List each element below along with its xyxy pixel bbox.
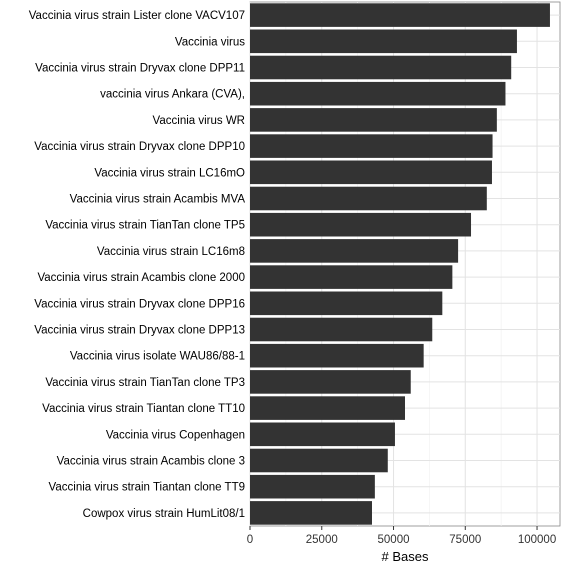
bar — [250, 448, 388, 473]
bar — [250, 212, 472, 237]
category-label: Vaccinia virus strain LC16mO — [94, 167, 245, 179]
category-label: Vaccinia virus strain Dryvax clone DPP10 — [34, 141, 245, 153]
bar — [250, 343, 424, 368]
bar — [250, 134, 493, 158]
category-label: Cowpox virus strain HumLit08/1 — [83, 508, 245, 520]
chart-panel — [249, 1, 561, 527]
category-labels: Vaccinia virus strain Lister clone VACV1… — [29, 10, 246, 520]
bar — [250, 55, 512, 80]
category-label: Vaccinia virus strain Acambis MVA — [70, 194, 246, 206]
x-tick-label: 25000 — [306, 534, 338, 546]
bar — [250, 81, 506, 106]
bar — [250, 3, 550, 27]
bar — [250, 108, 497, 132]
category-label: Vaccinia virus strain Lister clone VACV1… — [29, 10, 245, 22]
bar — [250, 422, 395, 447]
category-label: vaccinia virus Ankara (CVA), — [100, 89, 245, 101]
category-label: Vaccinia virus WR — [153, 115, 245, 127]
bar-layer — [250, 3, 550, 525]
category-label: Vaccinia virus strain Dryvax clone DPP16 — [34, 298, 245, 310]
bar — [250, 239, 459, 263]
bar — [250, 186, 487, 211]
category-label: Vaccinia virus strain LC16m8 — [97, 246, 245, 258]
category-label: Vaccinia virus strain TianTan clone TP5 — [45, 220, 245, 232]
bar — [250, 317, 433, 342]
x-tick-label: 100000 — [518, 534, 556, 546]
bar — [250, 160, 492, 185]
bar — [250, 29, 517, 54]
category-label: Vaccinia virus — [175, 36, 245, 48]
category-label: Vaccinia virus Copenhagen — [106, 429, 245, 441]
category-label: Vaccinia virus isolate WAU86/88-1 — [70, 351, 245, 363]
category-label: Vaccinia virus strain Dryvax clone DPP13 — [34, 325, 245, 337]
x-axis-ticks: 0 25000 50000 75000 100000 — [247, 526, 556, 546]
x-tick-label: 50000 — [378, 534, 410, 546]
category-label: Vaccinia virus strain Acambis clone 3 — [57, 456, 245, 468]
bar — [250, 291, 443, 316]
bar — [250, 396, 405, 420]
bar — [250, 265, 453, 289]
x-axis-title: # Bases — [382, 549, 429, 564]
category-label: Vaccinia virus strain Acambis clone 2000 — [37, 272, 245, 284]
x-tick-label: 75000 — [449, 534, 481, 546]
bar — [250, 370, 411, 394]
category-label: Vaccinia virus strain TianTan clone TP3 — [45, 377, 245, 389]
bar — [250, 474, 375, 499]
x-tick-label: 0 — [247, 534, 253, 546]
category-label: Vaccinia virus strain Tiantan clone TT10 — [42, 403, 245, 415]
bar — [250, 501, 372, 525]
category-label: Vaccinia virus strain Dryvax clone DPP11 — [35, 63, 245, 75]
category-label: Vaccinia virus strain Tiantan clone TT9 — [49, 482, 245, 494]
